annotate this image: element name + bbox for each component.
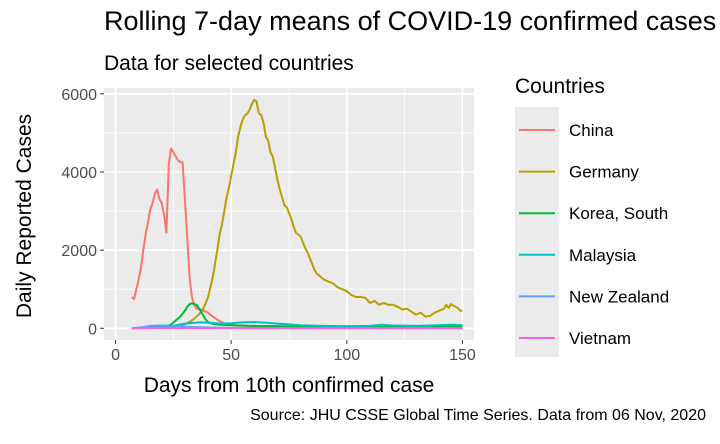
series-line-malaysia	[131, 321, 463, 330]
x-tick-label: 0	[111, 347, 120, 364]
legend-title: Countries	[515, 75, 605, 98]
y-tick-label: 6000	[61, 87, 97, 104]
chart-subtitle: Data for selected countries	[104, 52, 354, 75]
legend-label-china: China	[569, 121, 614, 140]
legend: Countries China Germany Korea, South Malays…	[515, 75, 669, 357]
legend-key-background	[515, 107, 559, 357]
y-axis-title: Daily Reported Cases	[13, 114, 36, 318]
x-tick-label: 50	[222, 347, 240, 364]
y-tick-label: 2000	[61, 243, 97, 260]
legend-label-vietnam: Vietnam	[569, 329, 631, 348]
legend-label-korea-south: Korea, South	[569, 204, 668, 223]
legend-label-germany: Germany	[569, 163, 639, 182]
legend-label-new-zealand: New Zealand	[569, 287, 669, 306]
x-axis-title: Days from 10th confirmed case	[144, 374, 435, 397]
series-line-germany	[131, 98, 463, 330]
x-tick-label: 100	[333, 347, 360, 364]
chart-caption: Source: JHU CSSE Global Time Series. Dat…	[250, 407, 706, 424]
legend-label-malaysia: Malaysia	[569, 246, 637, 265]
x-tick-label: 150	[449, 347, 476, 364]
y-tick-label: 0	[88, 321, 97, 338]
chart-title: Rolling 7-day means of COVID-19 confirme…	[104, 6, 717, 36]
y-tick-label: 4000	[61, 165, 97, 182]
